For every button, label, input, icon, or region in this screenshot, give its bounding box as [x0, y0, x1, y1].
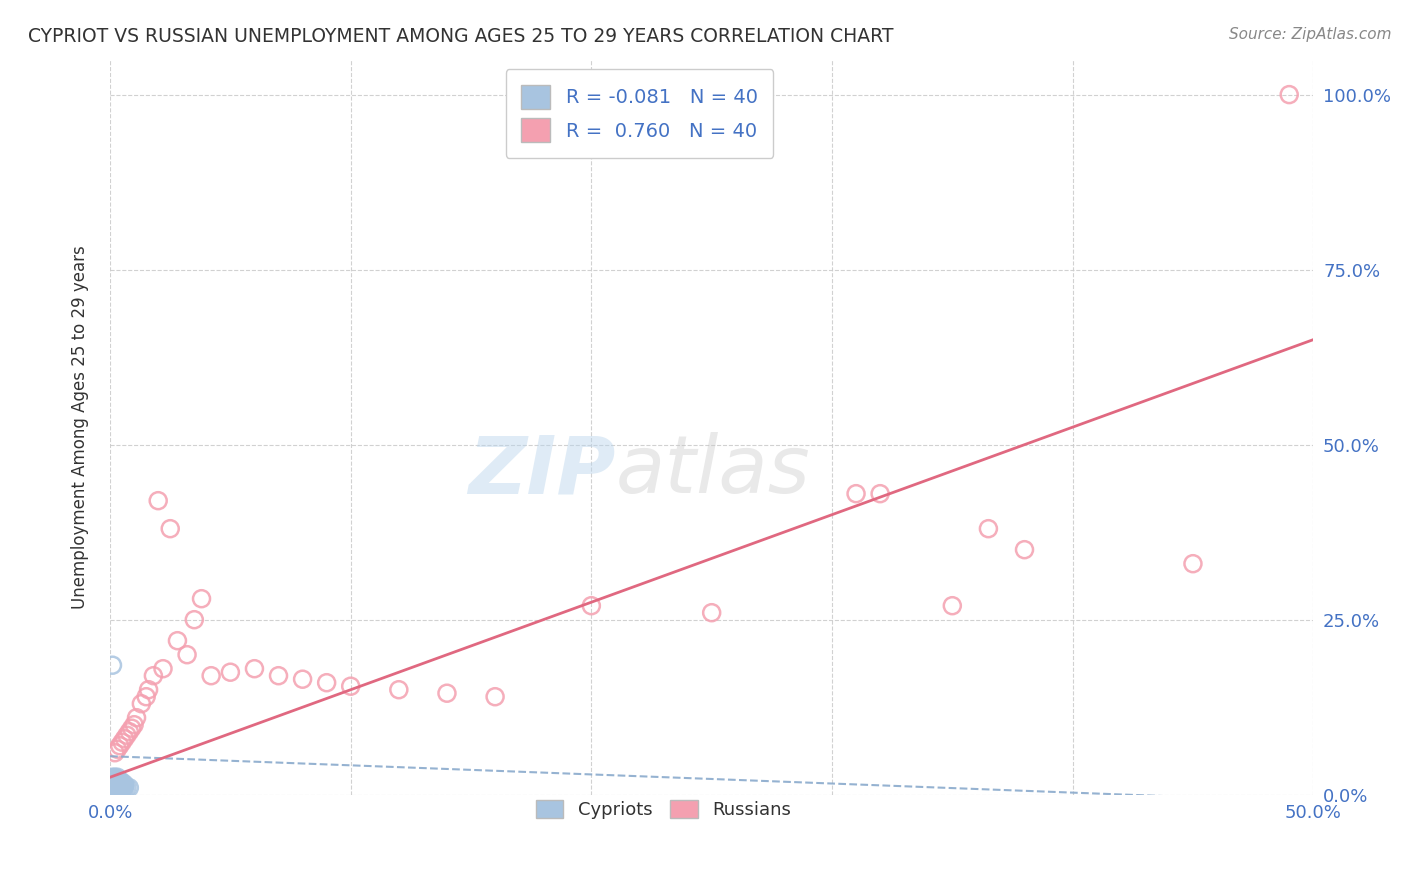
Point	[339, 679, 361, 693]
Point	[176, 648, 198, 662]
Point	[108, 780, 131, 795]
Point	[111, 735, 134, 749]
Point	[166, 633, 188, 648]
Point	[118, 724, 141, 739]
Point	[122, 717, 145, 731]
Point	[108, 773, 131, 788]
Point	[114, 731, 136, 746]
Point	[101, 775, 124, 789]
Point	[135, 690, 157, 704]
Point	[108, 775, 131, 789]
Text: atlas: atlas	[616, 433, 810, 510]
Point	[108, 780, 131, 794]
Point	[105, 773, 128, 788]
Point	[115, 780, 138, 795]
Point	[1181, 557, 1204, 571]
Point	[869, 486, 891, 500]
Point	[159, 522, 181, 536]
Point	[105, 782, 128, 797]
Point	[104, 777, 127, 791]
Legend: Cypriots, Russians: Cypriots, Russians	[529, 792, 799, 826]
Point	[98, 777, 121, 791]
Point	[1278, 87, 1301, 102]
Point	[138, 682, 160, 697]
Point	[105, 770, 128, 784]
Point	[118, 780, 141, 795]
Point	[105, 775, 128, 789]
Text: ZIP: ZIP	[468, 433, 616, 510]
Point	[104, 770, 127, 784]
Y-axis label: Unemployment Among Ages 25 to 29 years: Unemployment Among Ages 25 to 29 years	[72, 245, 89, 609]
Point	[183, 613, 205, 627]
Point	[152, 662, 174, 676]
Point	[436, 686, 458, 700]
Point	[148, 493, 170, 508]
Text: Source: ZipAtlas.com: Source: ZipAtlas.com	[1229, 27, 1392, 42]
Point	[315, 675, 337, 690]
Point	[101, 780, 124, 794]
Point	[125, 711, 148, 725]
Point	[104, 775, 127, 789]
Point	[108, 777, 131, 791]
Point	[104, 780, 127, 794]
Point	[105, 742, 128, 756]
Point	[142, 669, 165, 683]
Text: CYPRIOT VS RUSSIAN UNEMPLOYMENT AMONG AGES 25 TO 29 YEARS CORRELATION CHART: CYPRIOT VS RUSSIAN UNEMPLOYMENT AMONG AG…	[28, 27, 894, 45]
Point	[581, 599, 603, 613]
Point	[111, 777, 134, 791]
Point	[114, 780, 136, 795]
Point	[98, 780, 121, 795]
Point	[105, 777, 128, 791]
Point	[700, 606, 723, 620]
Point	[121, 721, 143, 735]
Point	[388, 682, 411, 697]
Point	[105, 780, 128, 794]
Point	[484, 690, 506, 704]
Point	[101, 780, 124, 795]
Point	[1014, 542, 1036, 557]
Point	[98, 773, 121, 788]
Point	[977, 522, 1000, 536]
Point	[104, 773, 127, 788]
Point	[291, 672, 314, 686]
Point	[111, 775, 134, 789]
Point	[101, 658, 124, 673]
Point	[267, 669, 290, 683]
Point	[190, 591, 212, 606]
Point	[101, 773, 124, 788]
Point	[101, 782, 124, 797]
Point	[105, 780, 128, 795]
Point	[114, 780, 136, 794]
Point	[219, 665, 242, 680]
Point	[845, 486, 868, 500]
Point	[101, 777, 124, 791]
Point	[131, 697, 153, 711]
Point	[114, 777, 136, 791]
Point	[105, 772, 128, 787]
Point	[115, 728, 138, 742]
Point	[104, 772, 127, 787]
Point	[111, 780, 134, 794]
Point	[243, 662, 266, 676]
Point	[108, 739, 131, 753]
Point	[104, 746, 127, 760]
Point	[941, 599, 963, 613]
Point	[101, 770, 124, 784]
Point	[111, 780, 134, 795]
Point	[104, 780, 127, 795]
Point	[200, 669, 222, 683]
